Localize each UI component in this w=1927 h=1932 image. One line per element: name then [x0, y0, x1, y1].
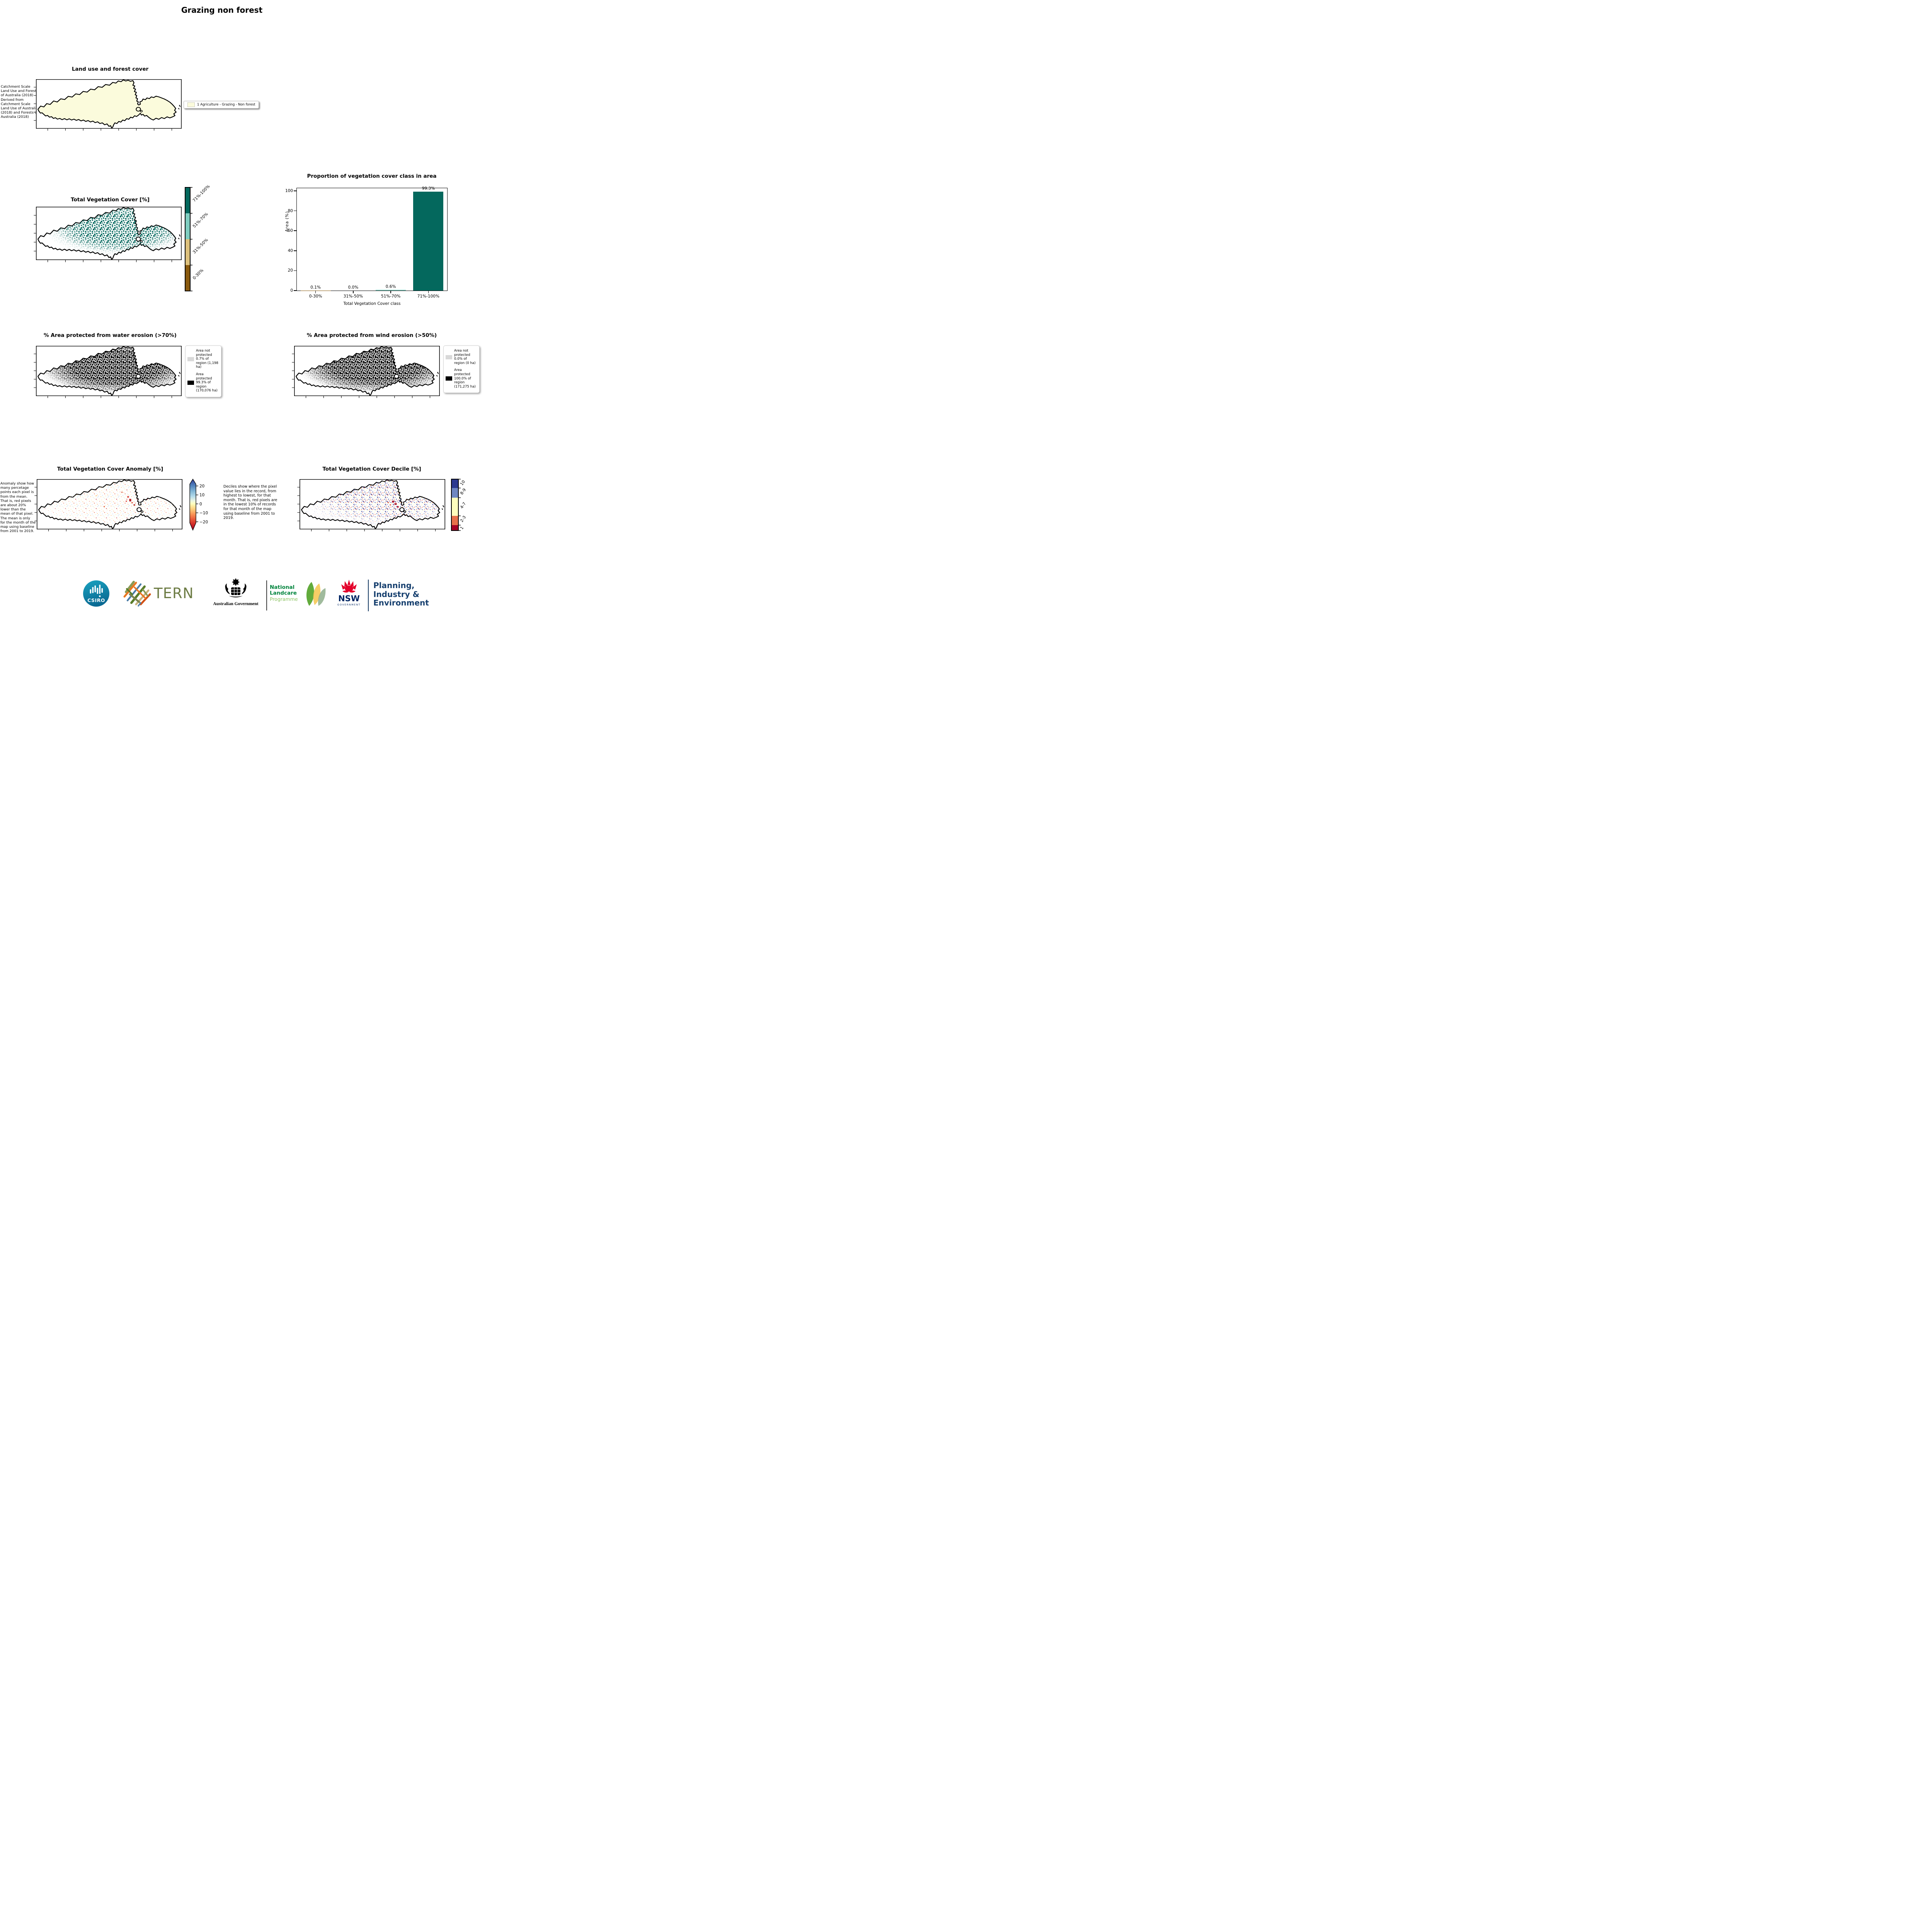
legend-label: Area not protected 0.0% of region (0 ha)	[454, 349, 476, 365]
land-use-side-text: Catchment Scale Land Use and Forests of …	[1, 85, 38, 119]
dept-line3: Environment	[373, 598, 429, 607]
veg-cover-title: Total Vegetation Cover [%]	[71, 197, 150, 203]
colorbar-tick: 20	[199, 484, 204, 489]
legend-entry: Area protected 100.0% of region (171,275…	[446, 368, 477, 389]
land-use-title: Land use and forest cover	[71, 66, 149, 72]
legend-entry: Area not protected 0.0% of region (0 ha)	[446, 349, 477, 365]
dept-line1: Planning,	[373, 581, 415, 590]
legend-swatch	[446, 355, 452, 359]
anomaly-colorbar: 20 10 0 −10 −20	[189, 478, 208, 531]
nsw-government-logo: NSW GOVERNMENT	[337, 580, 361, 606]
bar-slot: 99.3% 71%-100%	[410, 186, 447, 299]
y-tick-label: 0	[290, 288, 293, 293]
bar-chart-title: Proportion of vegetation cover class in …	[307, 173, 437, 179]
decile-side-text: Deciles show where the pixel value lies …	[223, 485, 277, 520]
csiro-wordmark: CSIRO	[87, 597, 105, 603]
colorbar-tick: 0	[199, 502, 202, 507]
australian-government-logo: Australian Government	[213, 578, 259, 606]
bar-slot: 0.6% 51%-70%	[372, 188, 410, 299]
colorbar-tick: −20	[199, 520, 208, 524]
water-erosion-title: % Area protected from water erosion (>70…	[44, 332, 177, 338]
legend-label: Area protected 100.0% of region (171,275…	[454, 368, 476, 389]
bar-chart-xlabel: Total Vegetation Cover class	[343, 301, 401, 306]
x-tick-label: 31%-50%	[343, 294, 363, 299]
wind-erosion-map	[292, 346, 440, 398]
wind-erosion-title: % Area protected from wind erosion (>50%…	[306, 332, 437, 338]
bar-slot: 0.1% 0-30%	[297, 188, 334, 299]
colorbar-label: 2-3	[460, 515, 467, 523]
y-tick-label: 20	[288, 268, 293, 273]
wind-erosion-legend: Area not protected 0.0% of region (0 ha)…	[443, 345, 480, 393]
colorbar-label: 10	[460, 480, 466, 486]
department-logo-text: Planning, Industry & Environment	[373, 581, 429, 607]
colorbar-label: 4-7	[460, 502, 467, 510]
x-tick-label: 51%-70%	[381, 294, 401, 299]
y-tick-label: 60	[288, 228, 293, 233]
landcare-line2: Landcare	[270, 590, 297, 596]
legend-label: Area protected 99.3% of region (170,076 …	[196, 372, 218, 393]
water-erosion-map	[34, 346, 182, 398]
y-tick-label: 40	[288, 248, 293, 253]
australian-government-crest-icon	[225, 578, 247, 597]
colorbar-label: 51%-70%	[192, 212, 209, 229]
csiro-wave-icon	[90, 585, 103, 597]
colorbar-tick: 10	[199, 493, 204, 498]
landcare-line3: Programme	[270, 596, 298, 602]
footer-divider	[368, 580, 369, 611]
map-axis-ticks	[34, 87, 172, 131]
tern-logo: TERN	[123, 581, 194, 607]
legend-swatch	[446, 376, 452, 381]
y-tick-label: 100	[285, 189, 293, 193]
decile-map	[297, 479, 445, 532]
legend-label: Area not protected 0.7% of region (1,198…	[196, 349, 218, 369]
x-tick-label: 0-30%	[309, 294, 322, 299]
colorbar-label: 0-30%	[192, 268, 204, 281]
csiro-logo: CSIRO	[83, 580, 109, 607]
y-tick-label: 80	[288, 208, 293, 213]
landcare-logo-text: National Landcare Programme	[270, 585, 298, 602]
veg-cover-map	[34, 207, 182, 262]
land-use-map	[34, 79, 182, 131]
footer-divider	[266, 580, 267, 611]
colorbar-label: 71%-100%	[192, 184, 211, 203]
bar-value-label: 99.3%	[422, 186, 435, 191]
legend-entry: Area protected 99.3% of region (170,076 …	[187, 372, 219, 393]
anomaly-map	[34, 479, 182, 532]
small-islands	[178, 105, 181, 110]
nsw-waratah-icon	[341, 580, 357, 593]
colorbar-tick: −10	[199, 511, 208, 515]
bar	[376, 290, 406, 291]
bar	[413, 191, 444, 291]
landcare-leaves-icon	[306, 582, 326, 606]
water-erosion-legend: Area not protected 0.7% of region (1,198…	[185, 345, 221, 397]
page-title: Grazing non forest	[181, 5, 263, 15]
tern-australia-icon	[123, 581, 151, 607]
land-use-legend-label: 1 Agriculture - Grazing - Non forest	[197, 103, 255, 107]
dept-line2: Industry &	[373, 589, 420, 599]
decile-colorbar: 10 8-9 4-7 2-3 1	[451, 479, 467, 531]
colorbar-label: 31%-50%	[192, 238, 209, 255]
colorbar-label: 8-9	[460, 488, 467, 496]
nsw-government-label: GOVERNMENT	[337, 604, 361, 606]
bar-slot: 0.0% 31%-50%	[334, 188, 372, 299]
land-use-legend: 1 Agriculture - Grazing - Non forest	[184, 101, 259, 109]
veg-cover-colorbar: 71%-100% 51%-70% 31%-50% 0-30%	[185, 184, 211, 291]
bar-chart-plot: 0 20 40 60 80 100 0.1% 0-30% 0.0% 31%-50…	[285, 186, 448, 299]
nsw-wordmark: NSW	[338, 594, 360, 603]
bar-value-label: 0.6%	[385, 284, 396, 289]
anomaly-side-text: Anomaly show how many percetage points e…	[0, 482, 36, 534]
bar-value-label: 0.1%	[310, 285, 321, 290]
australian-government-wordmark: Australian Government	[213, 602, 258, 606]
landcare-line1: National	[270, 584, 295, 590]
bar-value-label: 0.0%	[348, 285, 359, 290]
tern-wordmark: TERN	[153, 585, 194, 602]
legend-entry: Area not protected 0.7% of region (1,198…	[187, 349, 219, 369]
decile-title: Total Vegetation Cover Decile [%]	[322, 466, 421, 472]
colorbar-label: 1	[460, 526, 465, 530]
anomaly-title: Total Vegetation Cover Anomaly [%]	[57, 466, 163, 472]
legend-swatch	[187, 380, 194, 385]
land-use-legend-swatch	[187, 102, 195, 107]
x-tick-label: 71%-100%	[417, 294, 439, 299]
legend-swatch	[187, 357, 194, 361]
